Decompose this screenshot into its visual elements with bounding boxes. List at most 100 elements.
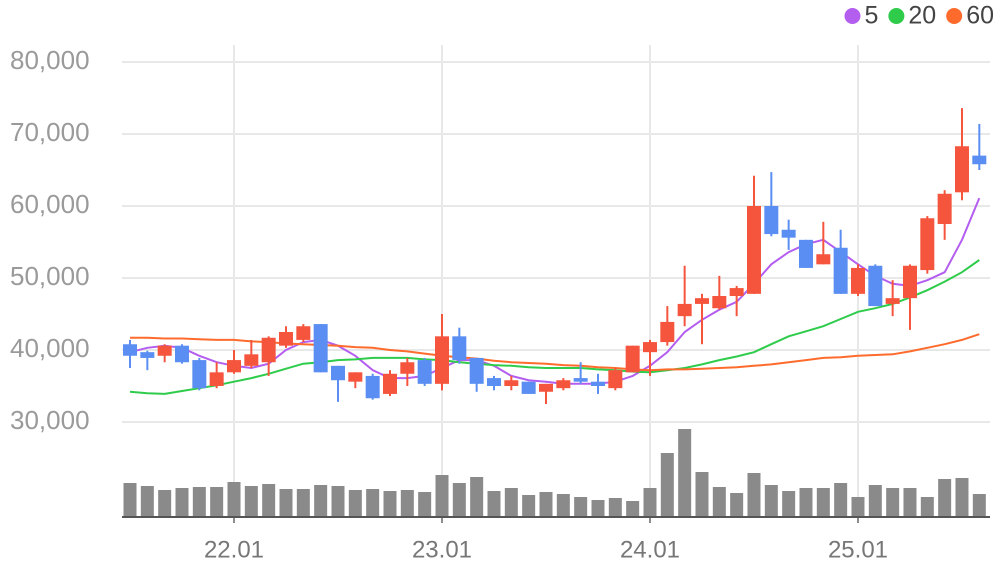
volume-bar <box>626 501 640 517</box>
candle-body <box>417 360 432 384</box>
candle-body <box>816 254 831 265</box>
volume-bar <box>314 485 328 517</box>
volume-bar <box>886 488 900 517</box>
candle-body <box>781 229 796 238</box>
legend-label: 20 <box>908 2 936 30</box>
volume-bar <box>244 486 258 517</box>
candle-body <box>954 146 969 193</box>
volume-bar <box>279 489 293 517</box>
candle-body <box>538 383 553 392</box>
volume-bar <box>643 488 657 517</box>
candle-body <box>764 206 779 235</box>
volume-bar <box>712 487 726 517</box>
candle-body <box>140 352 155 358</box>
candle-body <box>313 324 328 373</box>
volume-bar <box>140 486 154 517</box>
candle-body <box>365 375 380 399</box>
volume-bar <box>418 492 432 517</box>
candle-body <box>798 239 813 268</box>
x-tick-label: 25.01 <box>828 536 888 563</box>
candle-body <box>244 354 259 366</box>
ma-line <box>129 259 980 395</box>
candle-body <box>712 296 727 309</box>
volume-bar <box>348 490 362 517</box>
volume-bar <box>851 497 865 517</box>
volume-bar <box>470 477 484 517</box>
volume-bar <box>868 485 882 517</box>
volume-bar <box>123 483 137 517</box>
y-tick-label: 60,000 <box>10 189 90 219</box>
volume-bar <box>678 429 692 517</box>
candle-body <box>694 298 709 304</box>
volume-bar <box>574 497 588 517</box>
candle-body <box>123 344 137 356</box>
volume-bar <box>331 486 345 517</box>
candle-body <box>590 381 605 386</box>
legend-swatch <box>844 8 861 24</box>
volume-bar <box>400 490 414 517</box>
candle-body <box>868 265 883 307</box>
volume-bar <box>158 490 172 517</box>
volume-bar <box>747 473 761 517</box>
volume-bar <box>522 495 536 517</box>
volume-bar <box>487 491 501 517</box>
candle-body <box>278 332 293 346</box>
volume-bar <box>955 478 969 517</box>
candle-body <box>400 362 415 374</box>
candle-body <box>486 378 501 386</box>
y-tick-label: 70,000 <box>10 117 90 147</box>
candle-body <box>729 288 744 296</box>
volume-bar <box>435 475 449 517</box>
volume-bar <box>539 492 553 517</box>
candle-body <box>920 218 935 271</box>
candle-body <box>521 381 536 394</box>
x-tick-label: 23.01 <box>412 536 472 563</box>
volume-bar <box>262 484 276 517</box>
x-tick-label: 24.01 <box>620 536 680 563</box>
volume-bar <box>556 494 570 517</box>
candle-body <box>261 337 276 363</box>
candle-body <box>226 360 241 373</box>
volume-bar <box>816 488 830 517</box>
candle-body <box>556 380 571 389</box>
candle-body <box>625 345 640 373</box>
volume-bar <box>764 485 778 517</box>
volume-bar <box>296 489 310 517</box>
volume-bar <box>972 494 986 517</box>
volume-bar <box>660 453 674 517</box>
volume-bar <box>938 479 952 517</box>
candle-body <box>192 360 207 389</box>
candle-body <box>850 267 865 294</box>
y-tick-label: 80,000 <box>10 45 90 75</box>
y-tick-label: 40,000 <box>10 333 90 363</box>
candle-body <box>469 357 484 384</box>
candle-body <box>902 265 917 299</box>
volume-bar <box>192 487 206 517</box>
legend-label: 5 <box>864 2 878 30</box>
candle-body <box>660 321 675 343</box>
volume-bar <box>591 500 605 517</box>
candle-body <box>330 365 345 381</box>
volume-bar <box>227 482 241 517</box>
volume-bar <box>903 488 917 517</box>
volume-bar <box>366 489 380 517</box>
volume-bar <box>383 491 397 517</box>
legend-label: 60 <box>966 2 994 30</box>
candle-body <box>746 206 761 294</box>
volume-bar <box>175 488 189 517</box>
candle-body <box>677 303 692 317</box>
candle-body <box>573 378 588 382</box>
candle-body <box>382 373 397 394</box>
candle-body <box>885 298 900 304</box>
legend-swatch <box>946 8 963 24</box>
candle-body <box>348 372 363 382</box>
candle-body <box>209 372 224 386</box>
candle-body <box>434 336 449 384</box>
candle-body <box>608 370 623 389</box>
legend-swatch <box>888 8 905 24</box>
volume-bar <box>782 491 796 517</box>
candle-body <box>157 345 172 356</box>
candle-body <box>833 247 848 294</box>
volume-bar <box>920 497 934 517</box>
